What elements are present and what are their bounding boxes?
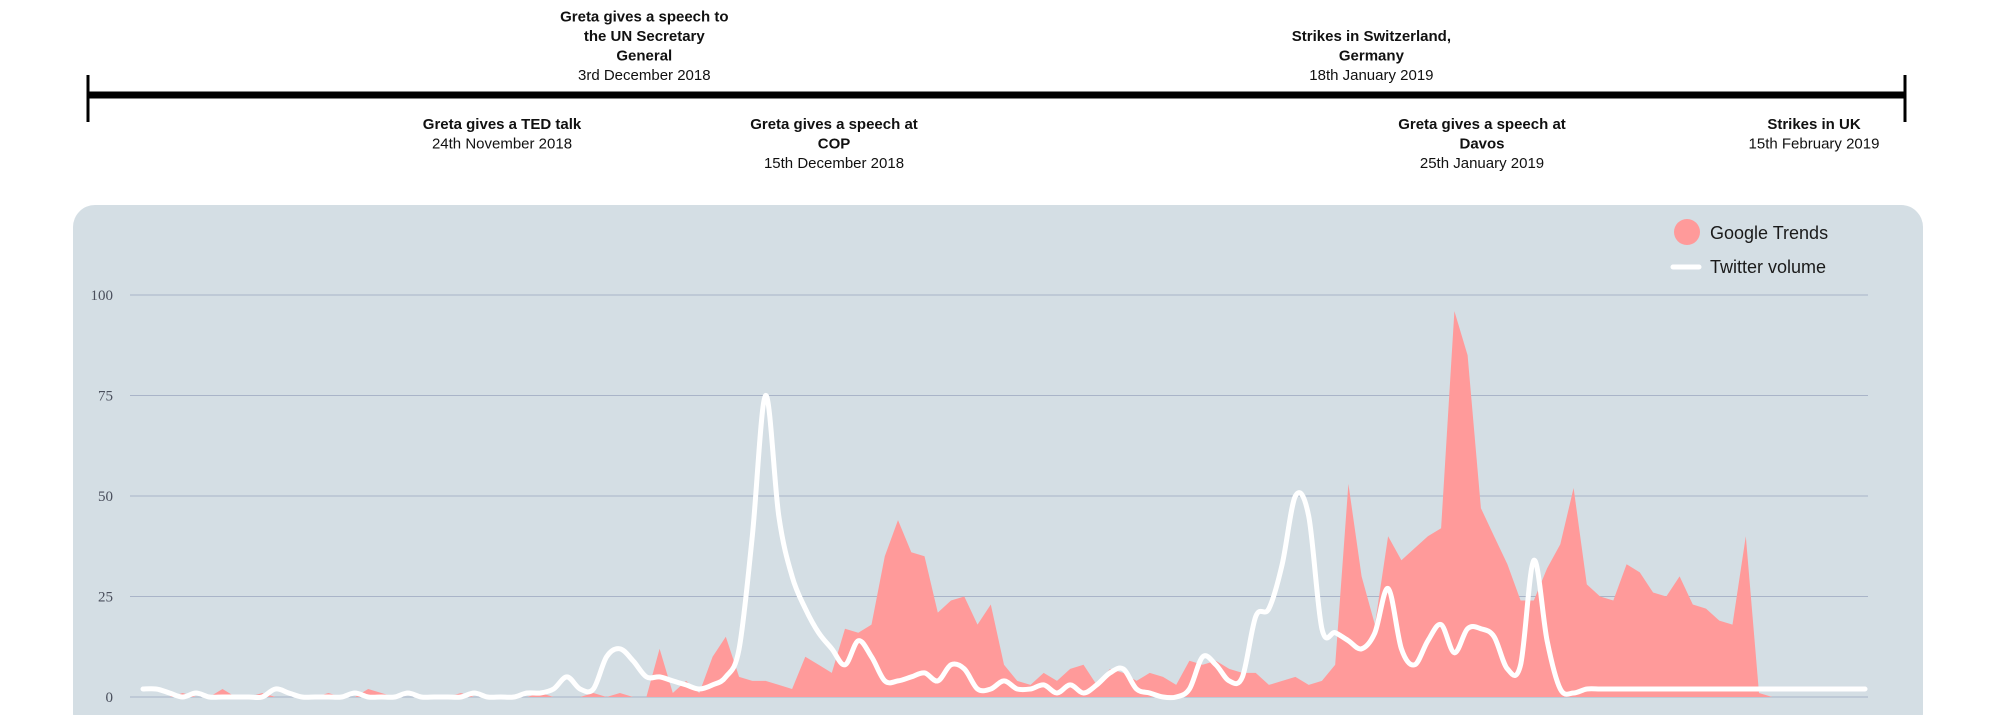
timeline-event: Greta gives a speech to the UN Secretary G…	[560, 9, 728, 85]
timeline-event: Greta gives a TED talk 24th November 2018	[423, 116, 582, 153]
timeline-event: Greta gives a speech at COP 15th December …	[750, 116, 918, 172]
event-title: Greta gives a speech at	[1398, 116, 1566, 133]
event-title: Davos	[1459, 136, 1504, 153]
twitter-volume-legend-label: Twitter volume	[1710, 257, 1826, 277]
event-title: the UN Secretary	[584, 28, 706, 45]
event-title: Greta gives a TED talk	[423, 116, 582, 133]
google-trends-area	[143, 311, 1865, 697]
event-date: 3rd December 2018	[578, 67, 711, 84]
event-title: Strikes in Switzerland,	[1292, 28, 1451, 45]
timeline-event: Strikes in Switzerland, Germany 18th Janua…	[1292, 28, 1451, 84]
y-tick-label-75: 75	[98, 389, 113, 405]
event-date: 15th February 2019	[1749, 136, 1880, 153]
timeline-event: Greta gives a speech at Davos 25th January…	[1398, 116, 1566, 172]
twitter-volume-line	[140, 392, 1868, 701]
timeline-events: Greta gives a TED talk 24th November 2018…	[423, 9, 1880, 173]
event-title: Germany	[1339, 48, 1405, 65]
event-title: General	[616, 48, 672, 65]
y-axis: 0 25 50 75 100	[91, 288, 114, 706]
y-tick-label-25: 25	[98, 590, 113, 606]
timeline	[86, 75, 1907, 122]
event-title: COP	[818, 136, 851, 153]
event-date: 15th December 2018	[764, 155, 904, 172]
google-trends-series	[143, 311, 1865, 697]
event-title: Strikes in UK	[1767, 116, 1861, 133]
timeline-event: Strikes in UK 15th February 2019	[1749, 116, 1880, 153]
event-title: Greta gives a speech to	[560, 9, 728, 26]
google-trends-legend-label: Google Trends	[1710, 223, 1828, 243]
twitter-volume-series	[140, 392, 1868, 701]
event-date: 18th January 2019	[1309, 67, 1433, 84]
event-date: 24th November 2018	[432, 136, 572, 153]
y-tick-label-0: 0	[106, 690, 114, 706]
event-date: 25th January 2019	[1420, 155, 1544, 172]
y-tick-label-50: 50	[98, 489, 113, 505]
y-tick-label-100: 100	[91, 288, 114, 304]
event-title: Greta gives a speech at	[750, 116, 918, 133]
google-trends-legend-swatch	[1674, 219, 1700, 245]
legend: Google Trends Twitter volume	[1670, 219, 1828, 277]
